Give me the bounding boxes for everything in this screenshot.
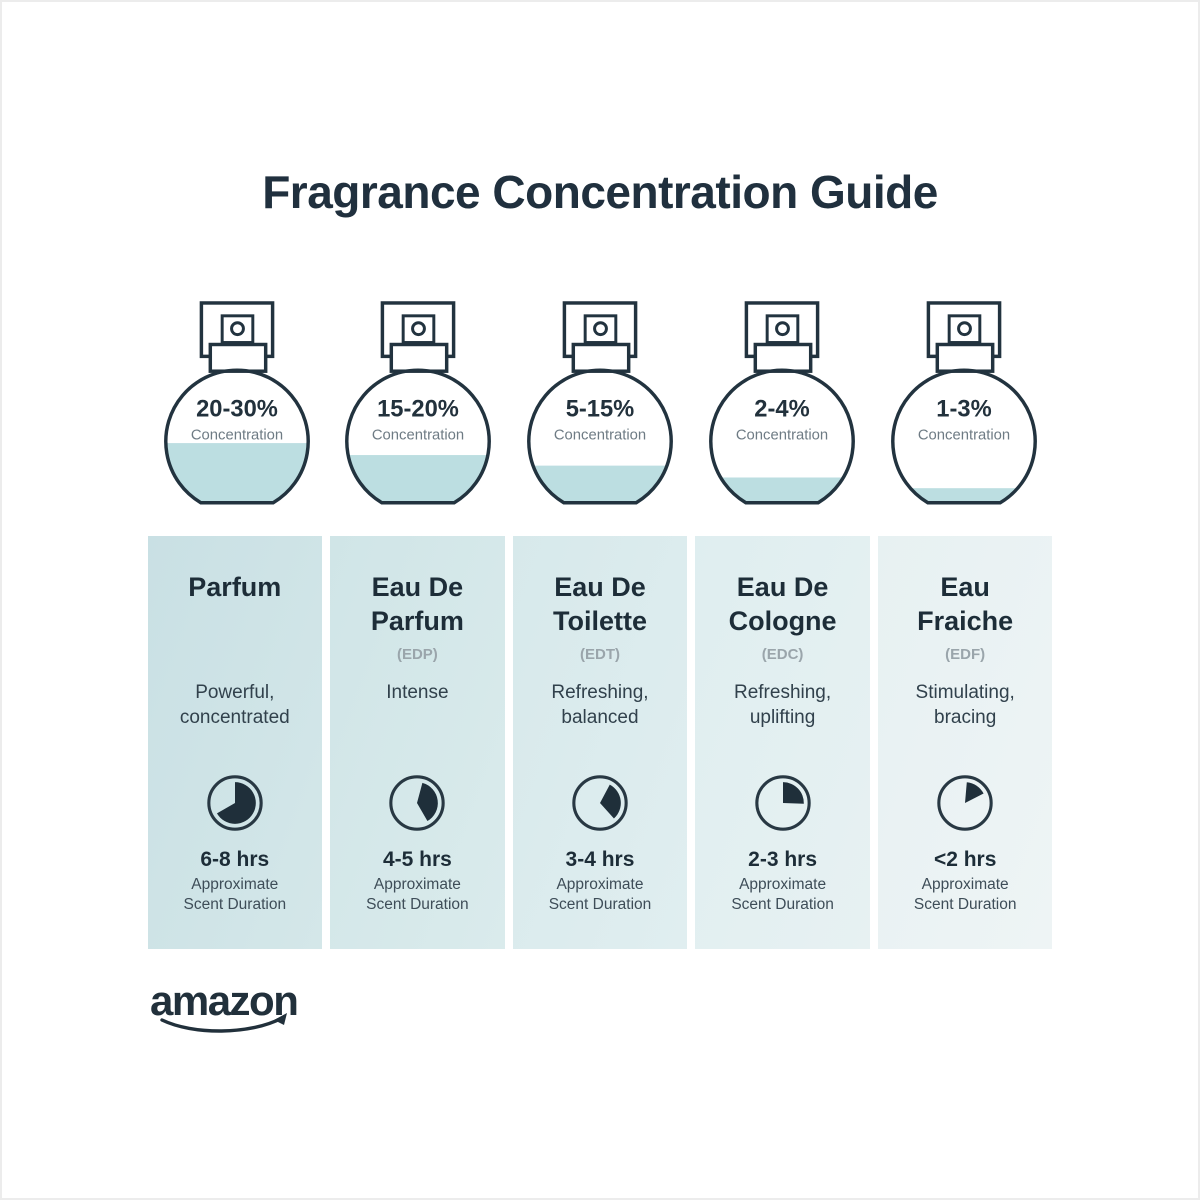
concentration-range: 15-20% — [377, 397, 459, 423]
page-title: Fragrance Concentration Guide — [262, 166, 938, 218]
liquid-fill — [165, 443, 308, 503]
liquid-fill — [892, 488, 1035, 503]
duration-note: Approximate Scent Duration — [183, 875, 287, 914]
fragrance-name: Eau De Cologne — [728, 571, 837, 637]
fragrance-abbr — [148, 646, 323, 672]
bottle-body — [345, 368, 492, 505]
fragrance-name: Eau De Toilette — [552, 571, 647, 637]
concentration-range: 20-30% — [196, 397, 278, 423]
nozzle-hole — [593, 321, 608, 337]
clock-icon — [878, 772, 1053, 836]
nozzle-hole — [774, 321, 790, 337]
bottle-parfum: 20-30% Concentration — [148, 300, 326, 517]
bottle-collar — [389, 342, 449, 374]
column-eau-fraiche: Eau Fraiche (EDF) Stimulating, bracing <… — [877, 535, 1053, 949]
duration-note: Approximate Scent Duration — [366, 875, 469, 914]
scent-duration: 3-4 hrs — [565, 847, 635, 871]
scent-duration: 4-5 hrs — [382, 847, 452, 871]
clock-icon — [695, 772, 870, 836]
column-eau-de-toilette: Eau De Toilette (EDT) Refreshing, balanc… — [512, 535, 688, 949]
scent-duration: <2 hrs — [933, 847, 997, 871]
nozzle-hole — [411, 321, 427, 337]
amazon-smile-icon — [159, 1016, 284, 1033]
clock-icon — [148, 772, 323, 836]
column-eau-de-cologne: Eau De Cologne (EDC) Refreshing, uplifti… — [695, 535, 870, 949]
perfume-bottle-icon: 5-15% Concentration — [527, 301, 673, 505]
concentration-caption: Concentration — [372, 428, 464, 444]
nozzle-hole — [229, 321, 245, 337]
bottle-eau-de-cologne: 2-4% Concentration — [693, 300, 871, 517]
concentration-range: 5-15% — [566, 397, 635, 423]
amazon-logo: amazon — [150, 977, 298, 1033]
bottles-row: 20-30% Concentration 15-20% Concentratio… — [148, 300, 1053, 517]
scent-duration: 6-8 hrs — [200, 847, 270, 871]
duration-note: Approximate Scent Duration — [913, 875, 1017, 914]
concentration-caption: Concentration — [554, 428, 646, 444]
clock-icon — [513, 772, 688, 836]
fragrance-abbr: (EDP) — [396, 645, 438, 663]
clock-wedge — [417, 782, 439, 821]
fragrance-description: Refreshing, uplifting — [733, 681, 832, 729]
fragrance-name: Parfum — [188, 571, 282, 602]
column-parfum: Parfum Powerful, concentrated 6-8 hrs Ap… — [147, 535, 323, 949]
fragrance-description: Refreshing, balanced — [551, 681, 649, 729]
fragrance-columns: Parfum Powerful, concentrated 6-8 hrs Ap… — [147, 535, 1053, 949]
clock-icon — [330, 772, 505, 836]
liquid-fill — [347, 455, 490, 503]
bottle-collar — [571, 342, 631, 374]
fragrance-name: Eau Fraiche — [917, 571, 1014, 637]
amazon-smile-arrow — [273, 1012, 287, 1025]
fragrance-description: Stimulating, bracing — [915, 681, 1015, 729]
concentration-caption: Concentration — [736, 428, 828, 444]
fragrance-description: Intense — [386, 681, 449, 703]
clock-wedge — [965, 782, 984, 803]
concentration-range: 1-3% — [936, 397, 991, 423]
duration-note: Approximate Scent Duration — [548, 875, 652, 914]
nozzle-hole — [956, 321, 972, 337]
bottle-eau-de-toilette: 5-15% Concentration — [511, 300, 689, 517]
clock-wedge — [216, 781, 256, 824]
bottle-body — [890, 368, 1037, 505]
bottle-collar — [935, 342, 994, 374]
perfume-bottle-icon: 1-3% Concentration — [890, 301, 1037, 505]
fragrance-abbr: (EDC) — [761, 645, 804, 663]
concentration-range: 2-4% — [754, 397, 809, 423]
bottle-collar — [208, 342, 267, 374]
fragrance-name: Eau De Parfum — [370, 571, 464, 637]
fragrance-abbr: (EDT) — [579, 645, 620, 663]
fragrance-description: Powerful, concentrated — [179, 681, 290, 729]
footer: amazon — [148, 975, 1053, 1042]
concentration-caption: Concentration — [190, 428, 282, 444]
perfume-bottle-icon: 15-20% Concentration — [345, 301, 492, 505]
perfume-bottle-icon: 20-30% Concentration — [163, 301, 310, 505]
perfume-bottle-icon: 2-4% Concentration — [708, 301, 855, 505]
scent-duration: 2-3 hrs — [748, 847, 818, 871]
duration-note: Approximate Scent Duration — [731, 875, 834, 914]
bottle-collar — [753, 342, 813, 374]
clock-wedge — [599, 784, 621, 819]
column-eau-de-parfum: Eau De Parfum (EDP) Intense 4-5 hrs Appr… — [330, 535, 505, 949]
bottle-eau-de-parfum: 15-20% Concentration — [329, 300, 507, 517]
bottle-body — [163, 368, 310, 505]
bottle-eau-fraiche: 1-3% Concentration — [875, 300, 1053, 517]
bottle-body — [527, 368, 673, 505]
amazon-logo-text: amazon — [150, 977, 297, 1024]
concentration-caption: Concentration — [917, 428, 1009, 444]
liquid-fill — [528, 465, 672, 503]
fragrance-abbr: (EDF) — [945, 645, 986, 663]
bottle-body — [708, 368, 855, 505]
clock-wedge — [782, 781, 804, 804]
